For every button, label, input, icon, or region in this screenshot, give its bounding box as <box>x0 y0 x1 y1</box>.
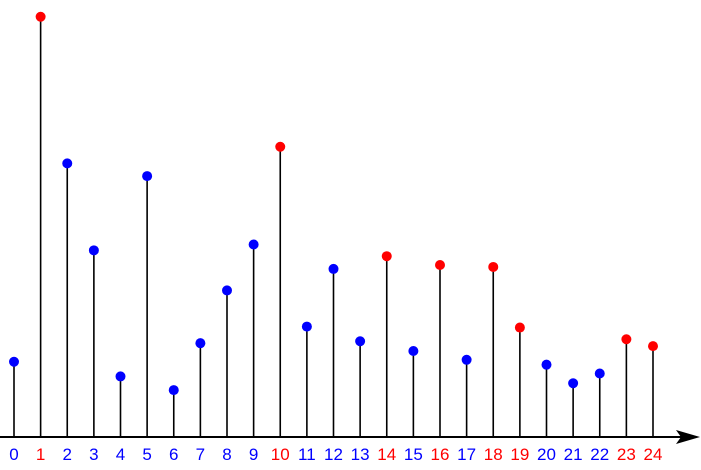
data-point <box>168 385 179 396</box>
x-tick-label: 13 <box>351 445 370 464</box>
data-point-highlighted <box>488 261 499 272</box>
data-point <box>328 263 339 274</box>
x-tick-label: 5 <box>142 445 151 464</box>
x-tick-label: 16 <box>431 445 450 464</box>
markers-group <box>9 11 658 396</box>
data-point <box>568 378 579 389</box>
data-point <box>594 368 605 379</box>
x-tick-label: 2 <box>63 445 72 464</box>
data-point-highlighted <box>435 260 445 270</box>
data-point <box>222 285 232 296</box>
tick-labels-group: 0 1 2 3 4 5 6 7 8 9 10 11 12 13 14 15 16 17 18 19 20 21 22 23 24 <box>9 445 662 464</box>
x-tick-label: 21 <box>564 445 583 464</box>
data-point-highlighted <box>648 341 658 352</box>
data-point <box>115 371 126 382</box>
x-tick-label: 12 <box>324 445 343 464</box>
x-tick-label: 14 <box>377 445 396 464</box>
x-tick-label: 9 <box>249 445 258 464</box>
x-tick-label: 15 <box>404 445 423 464</box>
data-point <box>301 321 312 332</box>
x-tick-label: 23 <box>617 445 636 464</box>
data-point <box>355 336 366 347</box>
data-point <box>541 359 552 370</box>
x-tick-label: 24 <box>644 445 663 464</box>
data-point <box>88 245 99 256</box>
x-axis <box>0 430 700 444</box>
data-point-highlighted <box>381 251 392 262</box>
x-tick-label: 20 <box>537 445 556 464</box>
x-tick-label: 3 <box>89 445 98 464</box>
data-point-highlighted <box>275 141 286 152</box>
x-tick-label: 22 <box>590 445 609 464</box>
x-tick-label: 10 <box>271 445 290 464</box>
x-tick-label: 11 <box>298 445 316 464</box>
x-tick-label: 19 <box>510 445 529 464</box>
x-tick-label: 6 <box>169 445 178 464</box>
x-tick-label: 4 <box>116 445 125 464</box>
data-point-highlighted <box>35 11 46 22</box>
data-point <box>62 158 73 169</box>
data-point-highlighted <box>621 334 632 345</box>
x-tick-label: 7 <box>196 445 205 464</box>
x-axis-arrowhead <box>676 430 700 444</box>
data-point <box>9 356 19 367</box>
x-tick-label: 0 <box>9 445 18 464</box>
stems-group <box>13 16 654 437</box>
x-tick-label: 18 <box>484 445 503 464</box>
data-point <box>195 338 206 349</box>
data-point <box>142 171 153 182</box>
data-point <box>408 346 419 356</box>
x-tick-label: 1 <box>36 445 45 464</box>
x-tick-label: 8 <box>222 445 231 464</box>
data-point <box>248 239 259 250</box>
data-point-highlighted <box>514 322 525 333</box>
x-tick-label: 17 <box>457 445 476 464</box>
data-point <box>461 354 472 365</box>
